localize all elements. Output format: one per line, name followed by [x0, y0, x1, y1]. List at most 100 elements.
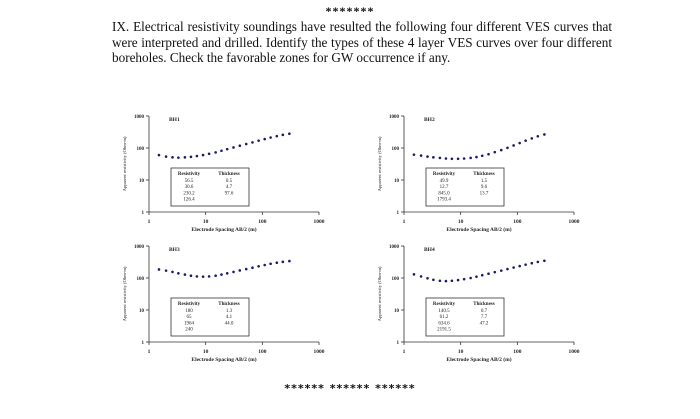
chart3-point: [220, 273, 223, 276]
chart1-x-tick-label: 10: [203, 219, 209, 225]
chart1-point: [251, 141, 254, 144]
chart3-point: [269, 262, 272, 266]
chart3-point: [275, 261, 279, 265]
chart2-point: [524, 139, 527, 142]
chart3-x-tick-label: 1: [148, 349, 151, 355]
chart3-table-cell: 1.3: [226, 309, 233, 314]
chart2-point: [412, 153, 416, 156]
chart1-table-cell: 230.2: [183, 191, 195, 196]
chart4-point: [543, 259, 546, 263]
chart2-point: [432, 156, 435, 159]
chart3-point: [232, 270, 235, 274]
chart1-point: [214, 151, 217, 154]
chart2-point: [444, 157, 448, 160]
chart3-y-tick-label: 1: [142, 341, 145, 346]
chart4-table-cell: 47.2: [480, 321, 489, 326]
chart2-point: [487, 152, 490, 156]
chart3-point: [195, 275, 199, 278]
chart2-point: [506, 146, 509, 150]
chart3-x-label: Electrode Spacing AB/2 (m): [191, 356, 256, 363]
chart1-point: [269, 136, 272, 139]
chart2-table-cell: 845.0: [438, 191, 450, 196]
chart2-x-tick-label: 10: [458, 219, 464, 225]
chart1-point: [207, 152, 211, 156]
chart3-layer-table: [170, 297, 250, 337]
header-stars: *******: [325, 4, 375, 18]
chart1-point: [201, 153, 205, 157]
chart1-point: [195, 154, 199, 158]
chart4-point: [536, 260, 540, 264]
chart4-point: [450, 279, 454, 283]
chart4-table-cell: 0.7: [481, 309, 488, 314]
chart2-x-label: Electrode Spacing AB/2 (m): [446, 226, 511, 233]
chart4-y-tick-label: 1: [397, 341, 400, 346]
chart3-table-cell: 4.1: [226, 315, 233, 320]
chart2-point: [462, 157, 466, 160]
chart2-table-cell: 49.9: [440, 179, 449, 184]
chart3-table-cell: 65: [187, 315, 193, 320]
ves-chart-bh1: 1000 100 10 11 10 100 1000 BH1 Electrode Spacing…: [122, 115, 325, 233]
chart4-point: [530, 261, 534, 265]
chart1-point: [164, 155, 168, 158]
chart4-point: [462, 277, 466, 281]
chart1-table-header: Thickness: [218, 172, 239, 177]
chart1-table-cell: 30.6: [185, 185, 194, 190]
chart3-point: [201, 275, 205, 278]
chart4-y-tick-label: 10: [394, 309, 400, 314]
chart2-x-tick-label: 100: [513, 219, 522, 225]
question-text: IX. Electrical resistivity soundings hav…: [112, 19, 612, 65]
chart2-table-cell: 1793.4: [437, 198, 451, 203]
chart3-table-cell: 44.0: [225, 321, 234, 326]
ves-chart-bh4: 1000 100 10 11 10 100 1000 BH4 Electrode Spacing…: [377, 245, 580, 363]
chart4-point: [438, 279, 442, 283]
chart3-point: [171, 270, 174, 274]
chart3-point: [257, 265, 260, 268]
chart3-point: [263, 263, 266, 267]
chart2-table-cell: 12.7: [440, 185, 449, 190]
chart3-y-tick-label: 10: [139, 309, 145, 314]
chart1-layer-table: [170, 167, 250, 207]
chart1-point: [225, 147, 229, 151]
chart4-x-tick-label: 100: [513, 349, 522, 355]
chart1-y-tick-label: 1: [142, 211, 145, 216]
chart4-x-tick-label: 1000: [569, 349, 580, 355]
chart3-point: [225, 272, 229, 275]
chart3-table-header: Thickness: [218, 302, 239, 307]
chart3-point: [164, 269, 168, 272]
chart2-point: [518, 141, 521, 145]
chart1-point: [183, 156, 187, 159]
chart4-point: [469, 276, 472, 280]
chart4-table-cell: 140.5: [438, 309, 450, 314]
chart4-point: [419, 275, 423, 278]
chart3-y-tick-label: 100: [137, 277, 145, 282]
chart3-point: [207, 275, 211, 278]
chart2-point: [475, 155, 478, 159]
chart4-point: [475, 275, 478, 278]
chart2-y-tick-label: 1: [397, 211, 400, 216]
chart4-table-cell: 61.2: [440, 315, 449, 320]
chart3-y-label: Apparent resistivity (Ohm-m): [122, 266, 127, 321]
chart2-table-cell: 9.6: [481, 185, 488, 190]
chart4-x-tick-label: 1: [403, 349, 406, 355]
ves-chart-bh2: 1000 100 10 11 10 100 1000 BH2 Electrode Spacing…: [377, 115, 580, 233]
chart1-x-tick-label: 1000: [314, 219, 325, 225]
chart1-point: [171, 156, 174, 159]
chart3-x-tick-label: 1000: [314, 349, 325, 355]
chart4-layer-table: [425, 297, 505, 337]
chart1-table-cell: 56.5: [185, 179, 194, 184]
chart1-point: [189, 155, 193, 159]
chart3-point: [244, 267, 248, 271]
chart1-point: [244, 142, 248, 146]
chart4-table-cell: 7.7: [481, 315, 488, 320]
chart4-table-header: Thickness: [473, 302, 494, 307]
chart2-point: [530, 137, 534, 140]
chart2-point: [480, 154, 484, 158]
chart4-point: [480, 273, 484, 277]
chart1-point: [281, 133, 285, 137]
chart2-y-label: Apparent resistivity (Ohm-m): [377, 136, 382, 191]
chart2-y-tick-label: 1000: [389, 115, 400, 120]
chart1-point: [238, 144, 242, 147]
footer-stars: ****** ****** ******: [284, 382, 416, 395]
chart2-point: [512, 144, 515, 147]
chart4-point: [444, 279, 448, 283]
